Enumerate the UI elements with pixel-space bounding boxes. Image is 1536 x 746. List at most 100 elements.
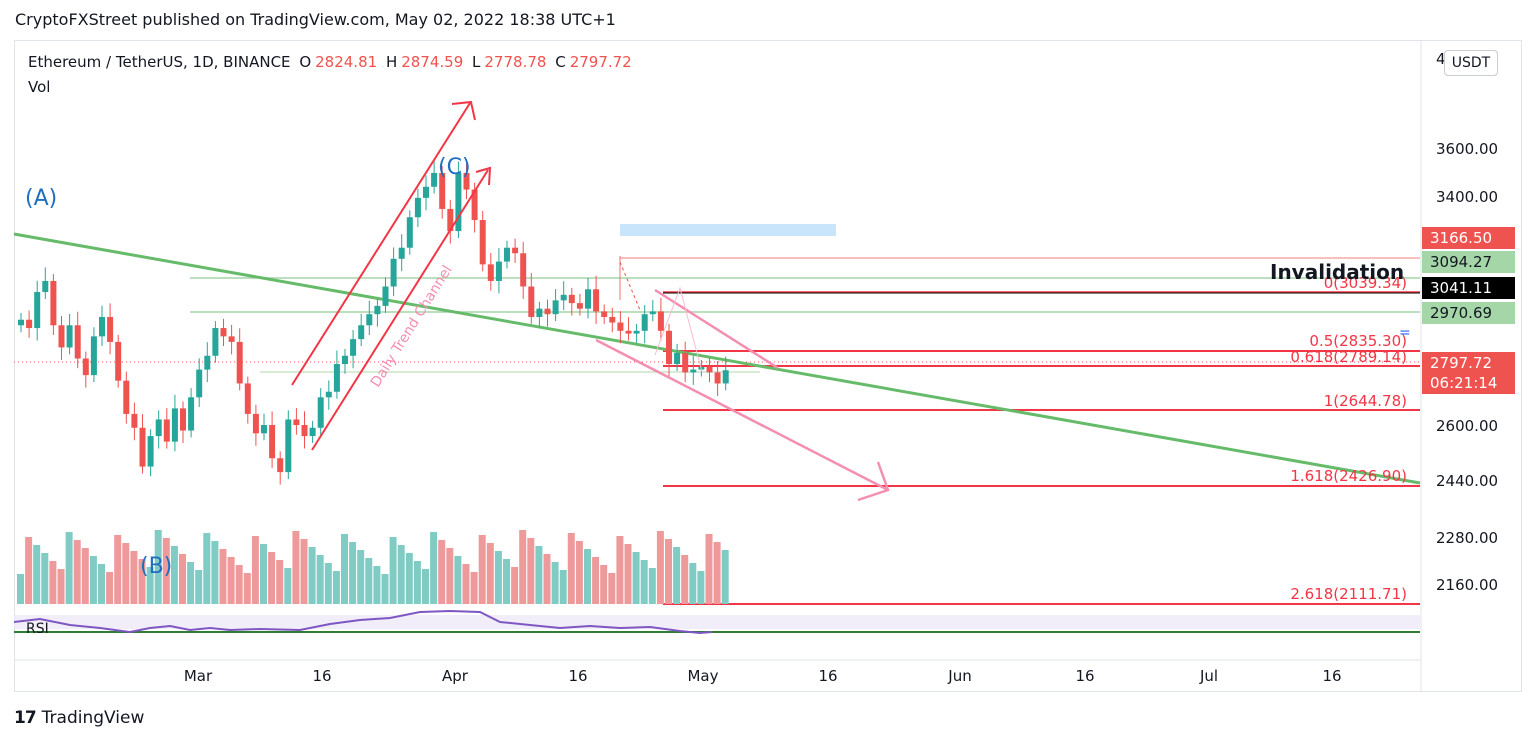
chart-frame[interactable] [14,40,1522,692]
candle-body [180,408,186,431]
candle-body [42,280,49,293]
fib-label-1: 1(2644.78) [1324,392,1407,410]
fib-label-0618: 0.618(2789.14) [1290,348,1407,366]
volume-bar [146,567,154,604]
currency-button[interactable]: USDT [1444,50,1498,76]
candle-body [674,352,681,365]
volume-bar [373,566,381,604]
volume-bar [260,544,267,604]
wave-a-label: (A) [25,186,57,211]
wedge-upper [654,288,779,370]
candle-body [34,292,41,329]
candle-body [512,247,519,254]
volume-bar [681,555,689,604]
price-tag-3041: 3041.11 [1422,277,1515,299]
volume-bar [713,542,721,604]
volume-bar [665,539,672,604]
rsi-band [14,615,1420,629]
candle-body [495,261,502,281]
last-price-tag: 2797.72 06:21:14 [1422,352,1515,394]
x-tick-16-may: 16 [818,667,837,685]
candle-body [625,330,632,334]
y-tick-2280: 2280.00 [1436,529,1498,547]
rsi-label[interactable]: RSI [26,621,49,637]
candle-body [293,419,300,425]
x-tick-16-apr: 16 [568,667,587,685]
volume-bar [203,533,211,604]
candle-body [682,352,689,373]
volume-bar [446,548,454,604]
x-tick-mar: Mar [184,667,213,685]
candle-body [536,308,543,317]
y-tick-2440: 2440.00 [1436,472,1498,490]
candle-body [171,408,178,442]
candle-body [358,325,365,340]
volume-bar [519,530,527,604]
volume-bar [608,573,616,604]
volume-bar [211,541,219,604]
volume-bar [616,536,624,604]
candle-body [544,308,551,315]
volume-bar [422,569,429,604]
volume-bar [656,531,664,604]
candle-body [74,325,81,359]
y-tick-2160: 2160.00 [1436,576,1498,594]
candle-body [309,427,316,437]
candle-body [115,341,122,381]
volume-bar [89,556,97,604]
high-value: 2874.59 [401,53,464,71]
candle-body [228,336,235,342]
candle-body [317,397,324,428]
candle-body [722,370,729,384]
y-tick-3600: 3600.00 [1436,140,1498,158]
candle-body [609,316,616,323]
volume-bar [17,574,24,604]
volume-bar [227,557,235,604]
volume-bar [324,563,332,604]
candle-body [163,419,170,442]
candle-body [487,264,494,281]
footer-brand[interactable]: 17 TradingView [14,708,144,728]
candle-body [50,280,57,326]
volume-bar [689,563,697,604]
volume-bar [219,549,227,604]
symbol-name[interactable]: Ethereum / TetherUS, 1D, BINANCE [28,53,291,71]
volume-bar [648,568,656,604]
volume-bar [470,572,478,604]
volume-bar [486,543,494,604]
volume-label[interactable]: Vol [28,78,51,96]
volume-bar [98,564,105,604]
invalidation-label: Invalidation [1270,260,1405,284]
candle-body [196,369,203,398]
volume-bar [357,550,365,604]
volume-bar [559,570,567,604]
volume-bar [41,553,49,604]
candle-body [593,289,600,312]
candle-body [269,425,276,459]
candle-body [252,413,259,434]
volume-bar [300,539,308,604]
candle-body [107,316,114,342]
candle-body [431,172,438,187]
volume-bar [389,537,397,604]
wave-b-label: (B) [140,554,172,579]
volume-bar [494,551,502,604]
volume-bar [276,560,284,604]
x-tick-apr: Apr [442,667,469,685]
volume-bar [365,558,373,604]
volume-bar [73,540,81,604]
volume-bar [721,550,729,604]
candle-body [471,189,478,221]
candle-body [714,372,721,384]
candle-body [552,300,559,315]
open-value: 2824.81 [315,53,378,71]
fib-label-05: 0.5(2835.30) [1309,332,1407,350]
candle-body [301,425,308,437]
wedge-lower [595,338,889,492]
close-value: 2797.72 [569,53,632,71]
brand-name: TradingView [41,708,145,728]
channel-lower [311,169,489,451]
volume-bar [592,557,600,604]
volume-bar [405,553,413,604]
